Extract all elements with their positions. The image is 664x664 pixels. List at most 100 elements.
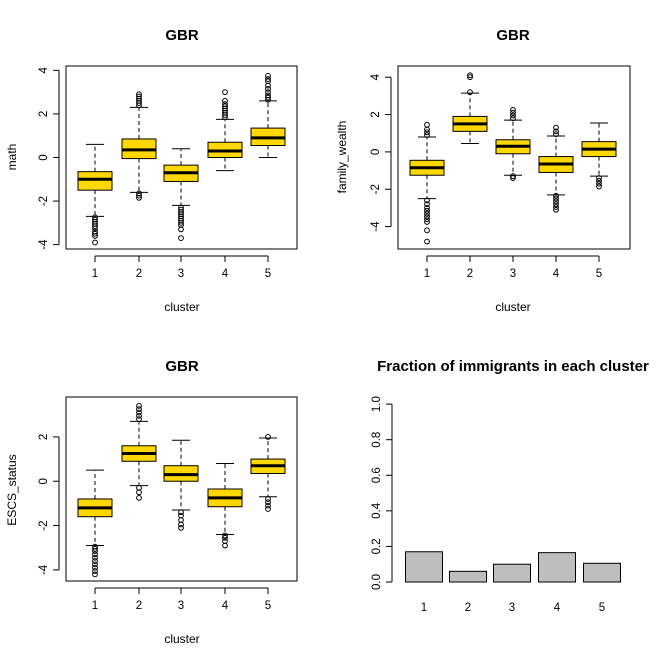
outlier-point <box>178 235 184 242</box>
x-tick-label: 5 <box>596 268 602 280</box>
outlier-point <box>553 131 559 138</box>
x-tick-label: 2 <box>136 600 142 612</box>
y-tick-label: 4 <box>370 73 382 80</box>
panel-family-wealth: GBR cluster family_wealth -4 -2 0 2 4 1 2 3 4 5 <box>335 27 631 314</box>
outlier-point <box>178 521 184 528</box>
outlier-point <box>265 89 271 96</box>
outlier-point <box>424 201 430 208</box>
outlier-point <box>596 180 602 187</box>
outlier-point <box>222 89 228 96</box>
bar <box>405 551 443 583</box>
x-tick-label: 5 <box>599 602 605 614</box>
outlier-point <box>510 106 516 113</box>
outlier-point <box>553 124 559 131</box>
x-tick-label: 5 <box>265 268 271 280</box>
outlier-point <box>265 496 271 502</box>
outlier-point <box>265 78 271 85</box>
outlier-point <box>136 192 142 199</box>
outlier-point <box>596 183 602 190</box>
x-tick-label: 1 <box>421 602 427 614</box>
outlier-point <box>178 509 184 516</box>
outlier-point <box>136 409 142 416</box>
outlier-point <box>92 554 98 561</box>
outlier-point <box>222 97 228 104</box>
y-tick-label: 0 <box>38 478 50 484</box>
x-tick-label: 3 <box>509 602 515 614</box>
y-tick-label: 0 <box>370 149 382 155</box>
outlier-point <box>510 173 516 180</box>
outlier-point <box>92 230 98 237</box>
outlier-point <box>265 92 271 99</box>
outlier-point <box>178 219 184 226</box>
outlier-point <box>424 121 430 128</box>
chart-title: GBR <box>165 358 199 375</box>
outlier-point <box>467 72 473 79</box>
outlier-point <box>222 532 228 539</box>
plot-frame <box>397 65 631 250</box>
plot-frame <box>65 396 298 582</box>
y-tick-label: 0 <box>38 154 50 160</box>
chart-title: GBR <box>496 27 530 44</box>
outlier-point <box>92 225 98 232</box>
y-tick-label: 0.0 <box>371 574 383 590</box>
chart-title: Fraction of immigrants in each cluster <box>377 358 649 375</box>
outlier-point <box>553 198 559 205</box>
x-tick-label: 3 <box>178 268 184 280</box>
outlier-point <box>424 207 430 214</box>
outlier-point <box>136 91 142 98</box>
y-tick-label: -4 <box>38 239 50 250</box>
outlier-point <box>265 85 271 92</box>
bar <box>493 563 531 583</box>
outlier-point <box>467 89 473 96</box>
x-tick-label: 2 <box>136 268 142 280</box>
y-tick-label: -4 <box>38 564 50 575</box>
outlier-point <box>424 132 430 138</box>
x-axis-label: cluster <box>495 300 530 314</box>
outlier-point <box>136 406 142 413</box>
y-tick-label: 4 <box>38 67 50 74</box>
x-tick-label: 3 <box>178 600 184 612</box>
panel-immigrants: Fraction of immigrants in each cluster 0… <box>371 358 649 614</box>
y-axis-label: math <box>5 144 19 171</box>
y-axis-label: ESCS_status <box>5 454 19 525</box>
outlier-point <box>265 502 271 509</box>
x-tick-label: 2 <box>467 268 473 280</box>
x-tick-label: 3 <box>510 268 516 280</box>
outlier-point <box>424 129 430 136</box>
outlier-point <box>178 524 184 531</box>
outlier-point <box>92 561 98 568</box>
outlier-point <box>222 534 228 541</box>
outlier-point <box>553 204 559 210</box>
x-tick-label: 2 <box>465 602 471 614</box>
x-tick-label: 5 <box>265 600 271 612</box>
outlier-point <box>222 542 228 549</box>
outlier-point <box>467 74 473 81</box>
y-tick-label: 0.6 <box>371 467 383 483</box>
outlier-point <box>92 239 98 246</box>
y-tick-label: -2 <box>38 520 50 530</box>
outlier-point <box>92 548 98 554</box>
y-tick-label: 2 <box>370 111 382 117</box>
outlier-point <box>510 109 516 116</box>
y-tick-label: -2 <box>38 196 50 206</box>
outlier-point <box>92 551 98 558</box>
outlier-point <box>510 112 516 119</box>
panel-escs-status: GBR cluster ESCS_status -4 -2 0 2 1 2 3 4 5 <box>5 358 298 646</box>
chart-title: GBR <box>165 27 199 44</box>
outlier-point <box>424 219 430 225</box>
outlier-point <box>424 216 430 223</box>
outlier-point <box>92 233 98 239</box>
bar <box>583 562 621 583</box>
outlier-point <box>424 213 430 220</box>
outlier-point <box>136 416 142 423</box>
outlier-point <box>553 195 559 202</box>
bar <box>538 552 576 583</box>
plot-frame <box>65 65 298 250</box>
y-tick-label: 0.2 <box>371 538 383 554</box>
box <box>77 171 113 191</box>
outlier-point <box>178 226 184 233</box>
x-tick-label: 1 <box>92 268 98 280</box>
outlier-point <box>265 434 271 440</box>
outlier-point <box>553 201 559 208</box>
